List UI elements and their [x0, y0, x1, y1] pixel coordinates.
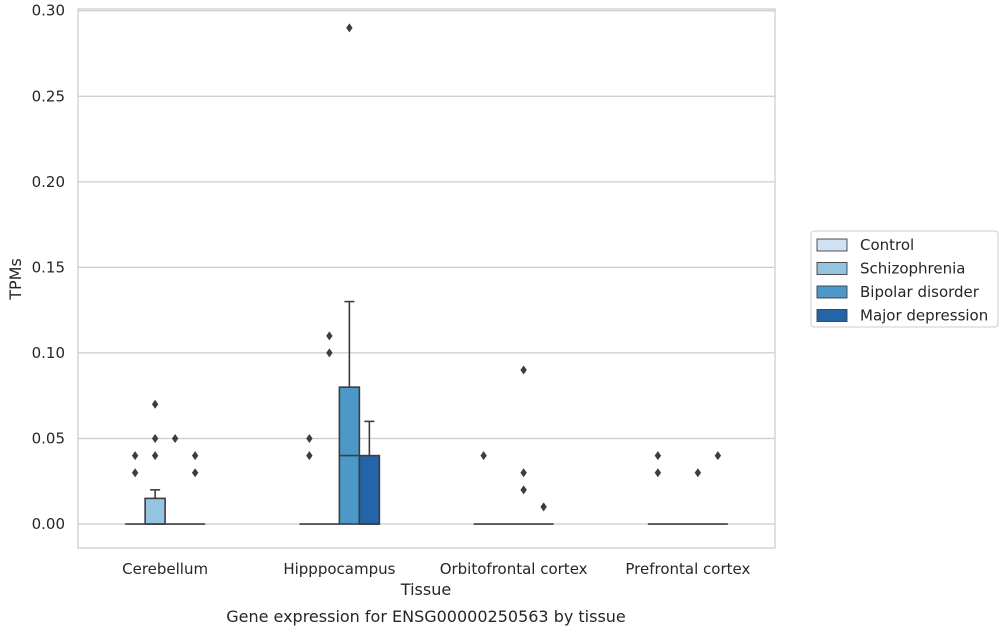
- outlier-point: [306, 451, 313, 461]
- legend-entry: Major depression: [860, 307, 988, 325]
- box-body: [358, 454, 381, 525]
- chart-caption: Gene expression for ENSG00000250563 by t…: [226, 607, 626, 626]
- outlier-point: [540, 502, 547, 512]
- outlier-point: [480, 451, 487, 461]
- outlier-point: [520, 365, 527, 375]
- outlier-point: [520, 468, 527, 478]
- x-tick-labels: Cerebellum Hipppocampus Orbitofrontal cort…: [122, 560, 750, 578]
- gridlines: [78, 10, 775, 525]
- outlier-point: [151, 451, 159, 461]
- legend-swatch: [816, 309, 848, 322]
- outlier-point: [151, 433, 159, 443]
- box-major-depression: [358, 420, 381, 525]
- outlier-point: [346, 23, 353, 33]
- y-tick-label: 0.30: [32, 2, 65, 20]
- x-tick-label: Cerebellum: [122, 560, 208, 578]
- outlier-point: [131, 468, 139, 478]
- legend-swatch: [816, 238, 848, 252]
- boxes: [125, 300, 728, 525]
- outlier-points: [131, 23, 722, 512]
- outlier-point: [714, 451, 722, 461]
- outlier-point: [694, 468, 702, 478]
- box-schizophrenia: [144, 489, 166, 525]
- legend-swatch: [816, 262, 848, 275]
- outlier-point: [654, 468, 662, 478]
- x-axis-label: Tissue: [400, 580, 451, 599]
- y-tick-label: 0.00: [32, 515, 65, 533]
- legend-frame: [810, 230, 999, 328]
- outlier-point: [171, 433, 179, 443]
- outlier-point: [151, 399, 159, 409]
- legend-entry: Control: [860, 236, 914, 254]
- outlier-point: [306, 433, 313, 443]
- outlier-point: [654, 451, 662, 461]
- outlier-point: [520, 485, 527, 495]
- box-body: [144, 497, 166, 525]
- y-tick-label: 0.10: [32, 344, 65, 362]
- x-tick-label: Orbitofrontal cortex: [440, 560, 588, 578]
- outlier-point: [191, 451, 199, 461]
- x-tick-label: Prefrontal cortex: [625, 560, 750, 578]
- outlier-point: [326, 348, 333, 358]
- outlier-point: [326, 331, 333, 341]
- legend: Control Schizophrenia Bipolar disorder Majo…: [810, 230, 999, 328]
- y-tick-label: 0.25: [32, 87, 65, 105]
- y-axis-label: TPMs: [6, 258, 25, 301]
- y-tick-label: 0.05: [32, 429, 65, 447]
- legend-swatch: [816, 285, 848, 299]
- outlier-point: [191, 468, 199, 478]
- outlier-point: [131, 451, 139, 461]
- y-tick-label: 0.20: [32, 173, 65, 191]
- box-bipolar-disorder: [338, 300, 361, 525]
- y-tick-labels: 0.00 0.05 0.10 0.15 0.20 0.25 0.30: [32, 2, 65, 533]
- plot-area: [77, 8, 776, 549]
- legend-entry: Bipolar disorder: [860, 283, 980, 301]
- legend-entry: Schizophrenia: [860, 260, 965, 278]
- x-tick-label: Hipppocampus: [283, 560, 395, 578]
- y-tick-label: 0.15: [32, 258, 65, 276]
